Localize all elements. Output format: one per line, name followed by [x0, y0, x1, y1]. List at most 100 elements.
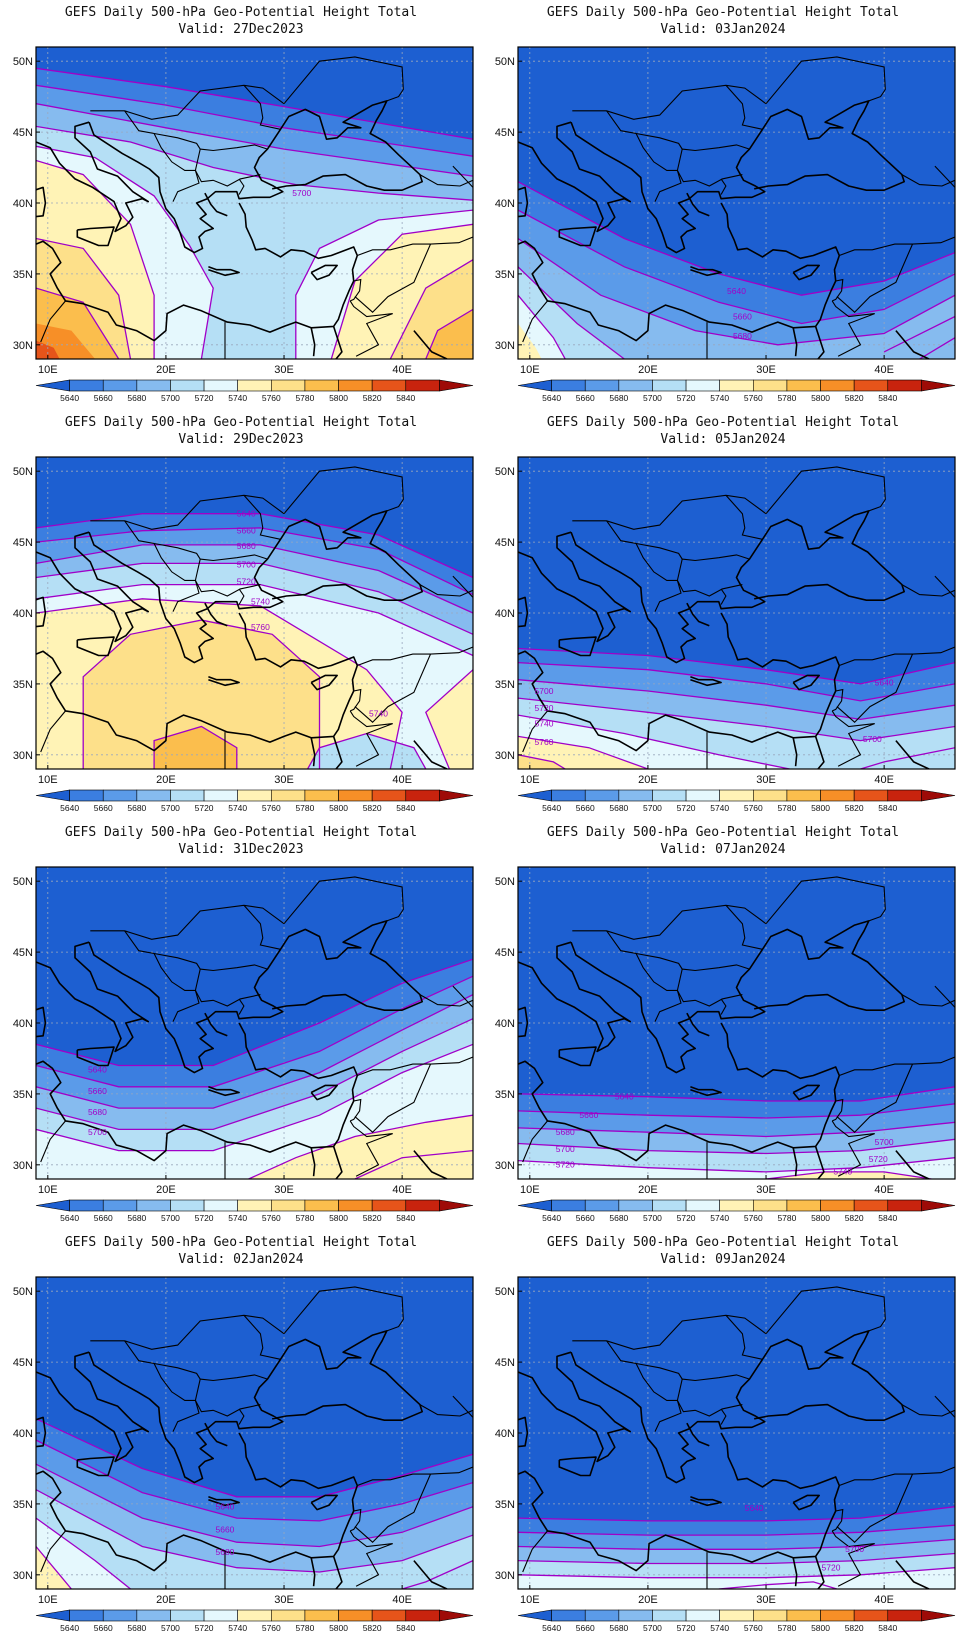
colorbar-swatch — [170, 789, 205, 802]
latitude-tick-label: 40N — [13, 1018, 33, 1030]
country-border — [90, 904, 285, 940]
coastline — [88, 510, 424, 664]
colorbar-label: 5700 — [161, 1213, 180, 1223]
country-border — [452, 575, 473, 598]
coastline — [518, 121, 631, 233]
colorbar-label: 5660 — [94, 393, 113, 403]
coastline — [895, 1560, 930, 1589]
latitude-tick-label: 45N — [495, 537, 515, 549]
latitude-tick-label: 35N — [495, 269, 515, 281]
contour-label: 5700 — [556, 1144, 575, 1154]
colorbar-swatch — [921, 789, 956, 802]
colorbar-swatch — [237, 1199, 272, 1212]
coastline — [36, 1351, 149, 1463]
colorbar-swatch — [304, 1609, 339, 1622]
country-border — [720, 998, 727, 1015]
colorbar-label: 5640 — [542, 803, 561, 813]
height-contour — [518, 1138, 955, 1155]
coastline — [518, 1006, 529, 1038]
colorbar-swatch — [203, 379, 238, 392]
map-panel: GEFS Daily 500-hPa Geo-Potential Height … — [0, 820, 480, 1230]
country-border — [349, 1098, 362, 1122]
colorbar-label: 5660 — [576, 393, 595, 403]
contour-label: 5700 — [535, 686, 554, 696]
colorbar-label: 5820 — [363, 1213, 382, 1223]
country-border — [419, 174, 473, 187]
coastline — [518, 612, 841, 752]
coastline — [690, 676, 722, 687]
map-panel: GEFS Daily 500-hPa Geo-Potential Height … — [0, 410, 480, 820]
country-border — [154, 542, 268, 562]
colorbar-swatch — [618, 789, 653, 802]
coastline — [792, 264, 821, 281]
latitude-tick-label: 30N — [13, 340, 33, 352]
colorbar-label: 5640 — [60, 1213, 79, 1223]
height-map: 5640 5660 5680 5700 50N 45N 40N 35N 30N 10E 20E 30E… — [13, 866, 474, 1223]
contour-label: 5680 — [733, 331, 752, 341]
colorbar-label: 5760 — [262, 803, 281, 813]
height-contour — [330, 223, 473, 359]
height-contour — [518, 697, 955, 742]
colorbar-swatch — [719, 379, 754, 392]
colorbar-swatch — [685, 1199, 720, 1212]
colorbar-swatch — [853, 379, 889, 392]
country-border — [154, 132, 268, 152]
country-border — [357, 646, 473, 667]
country-border — [636, 132, 750, 152]
latitude-tick-label: 50N — [13, 56, 33, 68]
latitude-tick-label: 45N — [13, 947, 33, 959]
country-border — [636, 952, 750, 972]
coastline — [814, 736, 825, 769]
coastline — [792, 1557, 798, 1587]
colorbar-label: 5820 — [363, 803, 382, 813]
coastline — [686, 1012, 710, 1037]
colorbar-swatch — [304, 1199, 339, 1212]
colorbar-swatch — [652, 1609, 687, 1622]
coastline — [36, 1022, 359, 1162]
height-contour — [518, 181, 955, 296]
colorbar-label: 5680 — [127, 803, 146, 813]
colorbar-swatch — [405, 1609, 440, 1622]
contour-label: 5680 — [88, 1107, 107, 1117]
colorbar-label: 5740 — [710, 803, 729, 813]
coastline — [332, 1556, 343, 1589]
longitude-tick-label: 10E — [38, 774, 58, 786]
country-border — [831, 1098, 844, 1122]
contour-label: 5640 — [727, 286, 746, 296]
colorbar-swatch — [439, 789, 474, 802]
colorbar-swatch — [551, 789, 586, 802]
latitude-tick-label: 50N — [13, 876, 33, 888]
height-band — [36, 1489, 473, 1589]
colorbar-swatch — [652, 789, 687, 802]
coastline — [792, 1084, 821, 1101]
height-contour — [36, 1546, 72, 1589]
country-border — [720, 178, 727, 195]
height-contour — [295, 209, 473, 359]
latitude-tick-label: 45N — [13, 127, 33, 139]
country-border — [839, 1056, 955, 1077]
colorbar-swatch — [271, 1199, 306, 1212]
coastline — [332, 736, 343, 769]
contour-label: 5700 — [845, 1544, 864, 1554]
coastline — [518, 531, 631, 643]
colorbar-label: 5840 — [396, 1623, 415, 1633]
country-border — [349, 1120, 393, 1177]
latitude-tick-label: 50N — [495, 466, 515, 478]
coastline — [208, 676, 240, 687]
height-contour — [36, 527, 473, 596]
colorbar-label: 5820 — [845, 803, 864, 813]
country-border — [40, 697, 67, 753]
country-border — [765, 466, 886, 515]
colorbar-swatch — [517, 1609, 552, 1622]
coastline — [558, 636, 597, 657]
panel-valid-date: Valid: 09Jan2024 — [660, 1252, 786, 1267]
coastline — [814, 1146, 825, 1179]
coastline — [518, 202, 841, 342]
country-border — [349, 688, 362, 712]
colorbar-swatch — [887, 1199, 922, 1212]
coastline — [792, 737, 798, 767]
latitude-tick-label: 40N — [495, 198, 515, 210]
colorbar-label: 5720 — [677, 803, 696, 813]
country-border — [676, 148, 743, 187]
coastline — [686, 192, 710, 217]
